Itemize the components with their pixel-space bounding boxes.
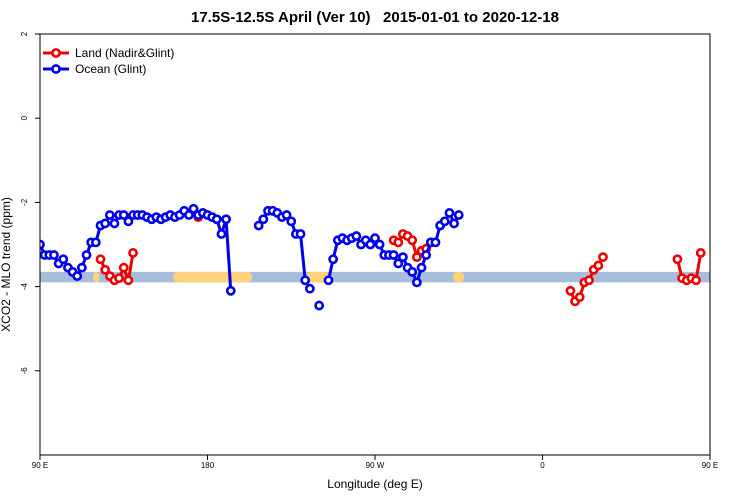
- ocean-series-point: [49, 250, 59, 260]
- ocean-series-point: [281, 210, 292, 220]
- ocean-series-point: [365, 239, 376, 250]
- ocean-series-point: [314, 300, 325, 311]
- ocean-series-point: [351, 231, 362, 241]
- ocean-series-point: [58, 254, 69, 265]
- ocean-series-point: [211, 214, 222, 225]
- ocean-series-point: [444, 208, 455, 218]
- legend-ocean-marker: [51, 64, 61, 74]
- ocean-series-point: [328, 254, 339, 265]
- y-tick-label: -6: [20, 367, 29, 375]
- land-band-segment: [173, 271, 253, 283]
- land-series-point: [407, 235, 418, 246]
- land-band-segment: [93, 271, 100, 283]
- ocean-series-point: [453, 210, 464, 220]
- ocean-series-point: [411, 277, 422, 288]
- ocean-series-point: [323, 275, 334, 286]
- chart-title: 17.5S-12.5S April (Ver 10) 2015-01-01 to…: [191, 9, 559, 26]
- land-series-point: [598, 252, 608, 263]
- x-tick-label: 180: [201, 461, 215, 470]
- ocean-series-point: [188, 203, 199, 214]
- ocean-series-point: [370, 233, 380, 244]
- ocean-series-point: [398, 252, 408, 263]
- ocean-series-point: [109, 218, 120, 229]
- ocean-series-point: [90, 237, 101, 248]
- land-series-point: [584, 275, 594, 286]
- land-series-point: [672, 254, 683, 265]
- x-axis-title: Longitude (deg E): [327, 477, 422, 491]
- ocean-series-point: [76, 262, 87, 273]
- land-series-point: [593, 260, 604, 271]
- ocean-series-point: [81, 250, 92, 260]
- y-tick-label: 2: [20, 31, 29, 36]
- ocean-series-point: [295, 229, 306, 239]
- y-tick-label: -2: [20, 198, 29, 206]
- x-tick-label: 90 W: [366, 461, 385, 470]
- ocean-series-point: [407, 266, 418, 277]
- ocean-series-point: [104, 210, 115, 220]
- ocean-series-point: [72, 271, 83, 281]
- ocean-series-point: [300, 275, 311, 286]
- legend-land-label: Land (Nadir&Glint): [75, 46, 174, 60]
- ocean-series-point: [253, 220, 264, 231]
- ocean-series-point: [304, 283, 315, 294]
- ocean-series-point: [439, 216, 450, 227]
- ocean-series-point: [286, 216, 297, 227]
- y-tick-label: 0: [20, 115, 29, 120]
- land-series-point: [118, 262, 129, 273]
- land-series-point: [695, 248, 706, 258]
- land-series-point: [95, 254, 106, 265]
- land-series-point: [565, 285, 576, 296]
- ocean-series-point: [421, 250, 432, 260]
- land-series-point: [114, 273, 124, 284]
- land-series-point: [100, 264, 111, 275]
- ocean-series-point: [388, 250, 399, 260]
- ocean-series-point: [183, 210, 194, 220]
- ocean-series-point: [123, 216, 134, 227]
- ocean-series-point: [258, 214, 269, 225]
- land-series-point: [393, 237, 404, 248]
- land-series-point: [123, 275, 134, 286]
- ocean-series-point: [221, 214, 232, 225]
- y-tick-label: -4: [20, 282, 29, 290]
- ocean-series-point: [416, 262, 427, 273]
- y-axis-title: XCO2 - MLO trend (ppm): [0, 197, 13, 332]
- land-series-point: [128, 248, 138, 258]
- ocean-series-point: [216, 229, 227, 239]
- ocean-series-point: [374, 239, 385, 250]
- x-tick-label: 90 E: [702, 461, 718, 470]
- legend-land-marker: [51, 48, 61, 58]
- ocean-series-point: [430, 237, 441, 248]
- x-tick-label: 0: [540, 461, 545, 470]
- land-series-point: [574, 292, 585, 303]
- x-tick-label: 90 E: [32, 461, 48, 470]
- ocean-series-point: [449, 218, 459, 229]
- land-band-segment: [453, 271, 465, 283]
- ocean-band: [40, 271, 710, 283]
- legend-ocean-label: Ocean (Glint): [75, 62, 146, 76]
- land-series-point: [411, 252, 422, 263]
- ocean-series-point: [225, 285, 236, 296]
- land-series-point: [691, 275, 701, 286]
- plot-content: [40, 203, 710, 311]
- ocean-series-point: [100, 218, 111, 229]
- ocean-series-point: [393, 258, 404, 269]
- ocean-series-point: [118, 210, 129, 220]
